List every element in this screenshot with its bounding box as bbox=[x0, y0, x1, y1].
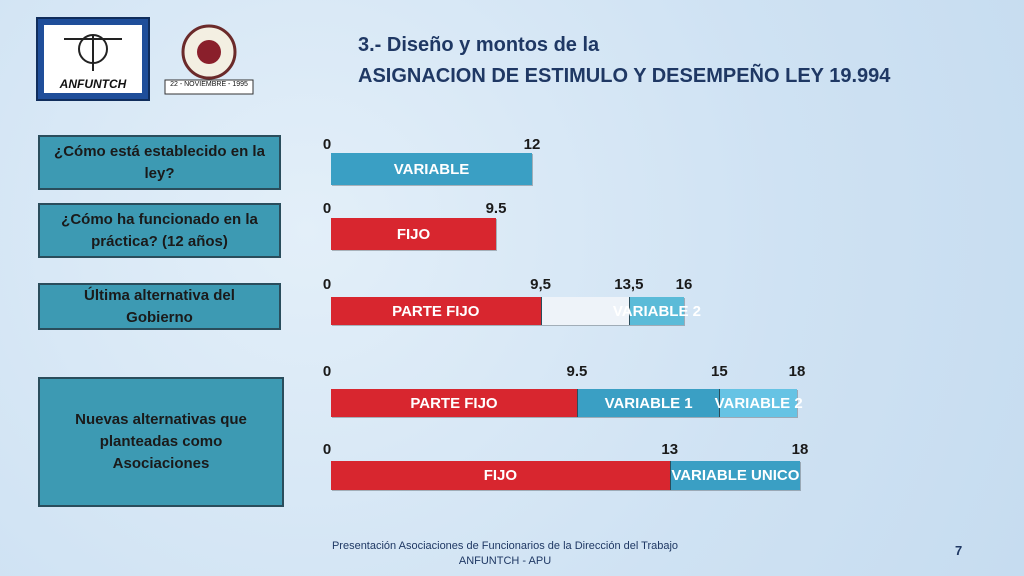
tick-label: 0 bbox=[322, 200, 332, 217]
tick-label: 0 bbox=[322, 276, 332, 293]
tick-label: 12 bbox=[523, 136, 541, 153]
logo-anfuntch: ANFUNTCH bbox=[36, 17, 150, 101]
logo-inner: ANFUNTCH bbox=[44, 25, 142, 93]
page-number: 7 bbox=[955, 543, 963, 558]
bar-segment: VARIABLE 2 bbox=[715, 389, 803, 417]
bar-segment: FIJO bbox=[331, 218, 496, 250]
tick-label: 9.5 bbox=[485, 200, 507, 217]
bar-segment: VARIABLE UNICO bbox=[669, 461, 800, 490]
logo-emblem-2 bbox=[164, 24, 254, 95]
bar-segment: VARIABLE bbox=[331, 153, 532, 185]
tick-label: 0 bbox=[322, 136, 332, 153]
title-line-1: 3.- Diseño y montos de la bbox=[358, 34, 600, 56]
question-box: ¿Cómo ha funcionado en la práctica? (12 … bbox=[38, 203, 281, 258]
tick-label: 18 bbox=[791, 441, 809, 458]
bar-segment: VARIABLE 1 bbox=[576, 389, 720, 417]
tick-label: 15 bbox=[710, 363, 728, 380]
question-box: Última alternativa del Gobierno bbox=[38, 283, 281, 330]
bar-segment: PARTE FIJO bbox=[331, 297, 541, 325]
tick-label: 0 bbox=[322, 441, 332, 458]
tick-label: 9.5 bbox=[566, 363, 588, 380]
tick-label: 13,5 bbox=[614, 276, 644, 293]
tick-label: 0 bbox=[322, 363, 332, 380]
title-line-2: ASIGNACION DE ESTIMULO Y DESEMPEÑO LEY 1… bbox=[358, 65, 891, 87]
tick-label: 13 bbox=[661, 441, 679, 458]
bar-segment: VARIABLE 2 bbox=[613, 297, 701, 325]
bar-segment bbox=[540, 297, 629, 325]
question-box: Nuevas alternativas que planteadas como … bbox=[38, 377, 284, 507]
logo-text: ANFUNTCH bbox=[59, 77, 127, 91]
tick-label: 9,5 bbox=[530, 276, 552, 293]
question-box: ¿Cómo está establecido en la ley? bbox=[38, 135, 281, 190]
logo-date: 22 - NOVIEMBRE - 1995 bbox=[170, 81, 248, 88]
bar-segment: FIJO bbox=[331, 461, 670, 490]
logo-association: 22 - NOVIEMBRE - 1995 bbox=[163, 20, 255, 96]
tick-label: 18 bbox=[788, 363, 806, 380]
footer-line-1: Presentación Asociaciones de Funcionario… bbox=[331, 540, 679, 552]
tick-label: 16 bbox=[675, 276, 693, 293]
logo-emblem bbox=[64, 34, 122, 71]
bar-segment: PARTE FIJO bbox=[331, 389, 577, 417]
footer-line-2: ANFUNTCH - APU bbox=[458, 555, 552, 567]
